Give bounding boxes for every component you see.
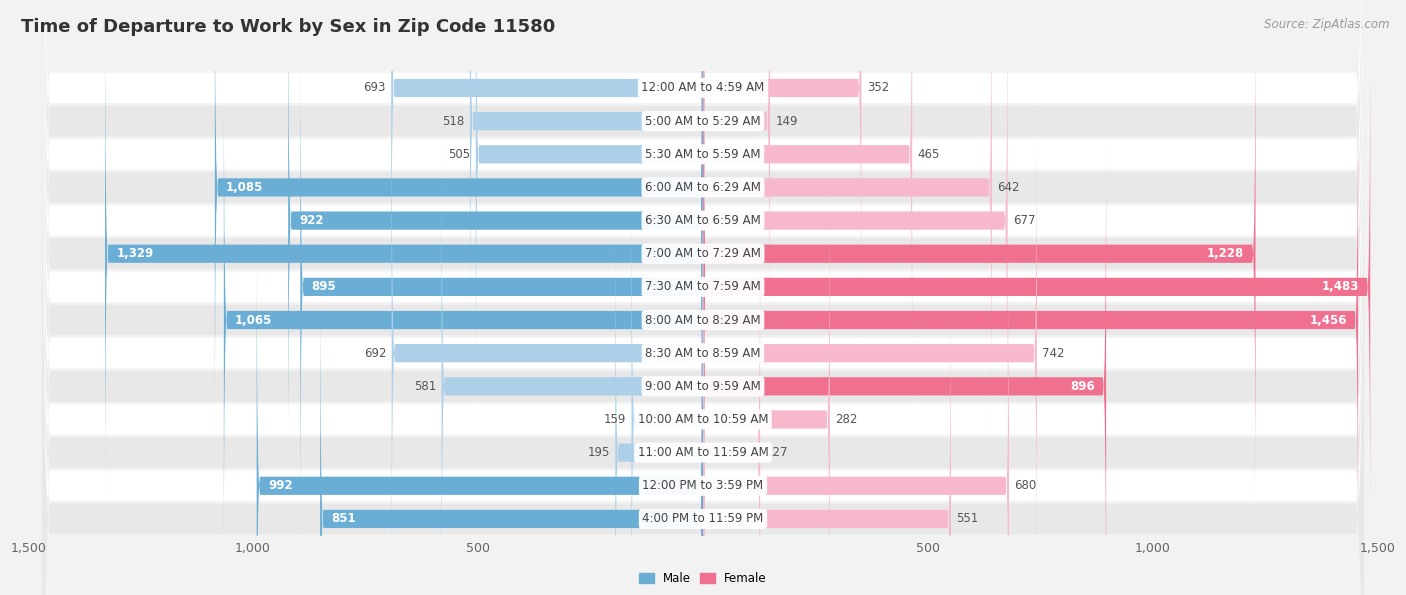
FancyBboxPatch shape — [703, 0, 862, 344]
Text: 8:00 AM to 8:29 AM: 8:00 AM to 8:29 AM — [645, 314, 761, 327]
Text: 518: 518 — [443, 115, 464, 127]
Text: 352: 352 — [866, 82, 889, 95]
Text: 195: 195 — [588, 446, 610, 459]
FancyBboxPatch shape — [42, 0, 1364, 595]
FancyBboxPatch shape — [441, 130, 703, 595]
Text: 1,329: 1,329 — [117, 248, 153, 260]
Legend: Male, Female: Male, Female — [634, 568, 772, 590]
FancyBboxPatch shape — [42, 0, 1364, 595]
Text: 11:00 AM to 11:59 AM: 11:00 AM to 11:59 AM — [638, 446, 768, 459]
FancyBboxPatch shape — [703, 0, 912, 411]
Text: 680: 680 — [1014, 480, 1036, 492]
Text: 6:00 AM to 6:29 AM: 6:00 AM to 6:29 AM — [645, 181, 761, 194]
FancyBboxPatch shape — [288, 0, 703, 477]
Text: 282: 282 — [835, 413, 858, 426]
FancyBboxPatch shape — [703, 0, 770, 377]
FancyBboxPatch shape — [703, 0, 1008, 477]
Text: 127: 127 — [765, 446, 787, 459]
FancyBboxPatch shape — [42, 0, 1364, 595]
Text: 992: 992 — [269, 480, 292, 492]
FancyBboxPatch shape — [392, 97, 703, 595]
FancyBboxPatch shape — [703, 196, 761, 595]
Text: 581: 581 — [413, 380, 436, 393]
Text: Time of Departure to Work by Sex in Zip Code 11580: Time of Departure to Work by Sex in Zip … — [21, 18, 555, 36]
FancyBboxPatch shape — [703, 130, 1107, 595]
FancyBboxPatch shape — [42, 0, 1364, 595]
FancyBboxPatch shape — [42, 0, 1364, 595]
Text: 465: 465 — [918, 148, 941, 161]
Text: 12:00 PM to 3:59 PM: 12:00 PM to 3:59 PM — [643, 480, 763, 492]
FancyBboxPatch shape — [42, 0, 1364, 595]
Text: 6:30 AM to 6:59 AM: 6:30 AM to 6:59 AM — [645, 214, 761, 227]
Text: 8:30 AM to 8:59 AM: 8:30 AM to 8:59 AM — [645, 347, 761, 359]
FancyBboxPatch shape — [475, 0, 703, 411]
Text: 5:30 AM to 5:59 AM: 5:30 AM to 5:59 AM — [645, 148, 761, 161]
FancyBboxPatch shape — [703, 263, 950, 595]
FancyBboxPatch shape — [42, 0, 1364, 595]
Text: 149: 149 — [776, 115, 799, 127]
Text: 642: 642 — [997, 181, 1019, 194]
Text: 896: 896 — [1070, 380, 1095, 393]
FancyBboxPatch shape — [42, 0, 1364, 595]
FancyBboxPatch shape — [703, 0, 991, 443]
Text: 851: 851 — [332, 512, 356, 525]
FancyBboxPatch shape — [703, 64, 1358, 576]
FancyBboxPatch shape — [321, 263, 703, 595]
Text: 1,456: 1,456 — [1309, 314, 1347, 327]
FancyBboxPatch shape — [215, 0, 703, 443]
FancyBboxPatch shape — [703, 230, 1010, 595]
FancyBboxPatch shape — [470, 0, 703, 377]
FancyBboxPatch shape — [42, 0, 1364, 595]
FancyBboxPatch shape — [703, 164, 830, 595]
Text: 922: 922 — [299, 214, 323, 227]
FancyBboxPatch shape — [105, 0, 703, 510]
Text: 9:00 AM to 9:59 AM: 9:00 AM to 9:59 AM — [645, 380, 761, 393]
Text: 5:00 AM to 5:29 AM: 5:00 AM to 5:29 AM — [645, 115, 761, 127]
Text: 692: 692 — [364, 347, 387, 359]
FancyBboxPatch shape — [42, 0, 1364, 595]
Text: 551: 551 — [956, 512, 979, 525]
FancyBboxPatch shape — [631, 164, 703, 595]
Text: 895: 895 — [312, 280, 336, 293]
Text: 1,065: 1,065 — [235, 314, 273, 327]
Text: Source: ZipAtlas.com: Source: ZipAtlas.com — [1264, 18, 1389, 31]
FancyBboxPatch shape — [42, 0, 1364, 595]
FancyBboxPatch shape — [703, 31, 1371, 543]
FancyBboxPatch shape — [42, 0, 1364, 595]
FancyBboxPatch shape — [224, 64, 703, 576]
FancyBboxPatch shape — [42, 0, 1364, 595]
Text: 505: 505 — [449, 148, 471, 161]
Text: 693: 693 — [363, 82, 385, 95]
Text: 1,228: 1,228 — [1206, 248, 1244, 260]
FancyBboxPatch shape — [257, 230, 703, 595]
Text: 4:00 PM to 11:59 PM: 4:00 PM to 11:59 PM — [643, 512, 763, 525]
Text: 677: 677 — [1012, 214, 1035, 227]
FancyBboxPatch shape — [616, 196, 703, 595]
Text: 7:30 AM to 7:59 AM: 7:30 AM to 7:59 AM — [645, 280, 761, 293]
Text: 1,085: 1,085 — [226, 181, 263, 194]
Text: 12:00 AM to 4:59 AM: 12:00 AM to 4:59 AM — [641, 82, 765, 95]
FancyBboxPatch shape — [42, 0, 1364, 595]
Text: 10:00 AM to 10:59 AM: 10:00 AM to 10:59 AM — [638, 413, 768, 426]
FancyBboxPatch shape — [391, 0, 703, 344]
Text: 7:00 AM to 7:29 AM: 7:00 AM to 7:29 AM — [645, 248, 761, 260]
Text: 742: 742 — [1042, 347, 1064, 359]
Text: 1,483: 1,483 — [1322, 280, 1360, 293]
FancyBboxPatch shape — [703, 0, 1256, 510]
FancyBboxPatch shape — [301, 31, 703, 543]
FancyBboxPatch shape — [703, 97, 1036, 595]
Text: 159: 159 — [603, 413, 626, 426]
